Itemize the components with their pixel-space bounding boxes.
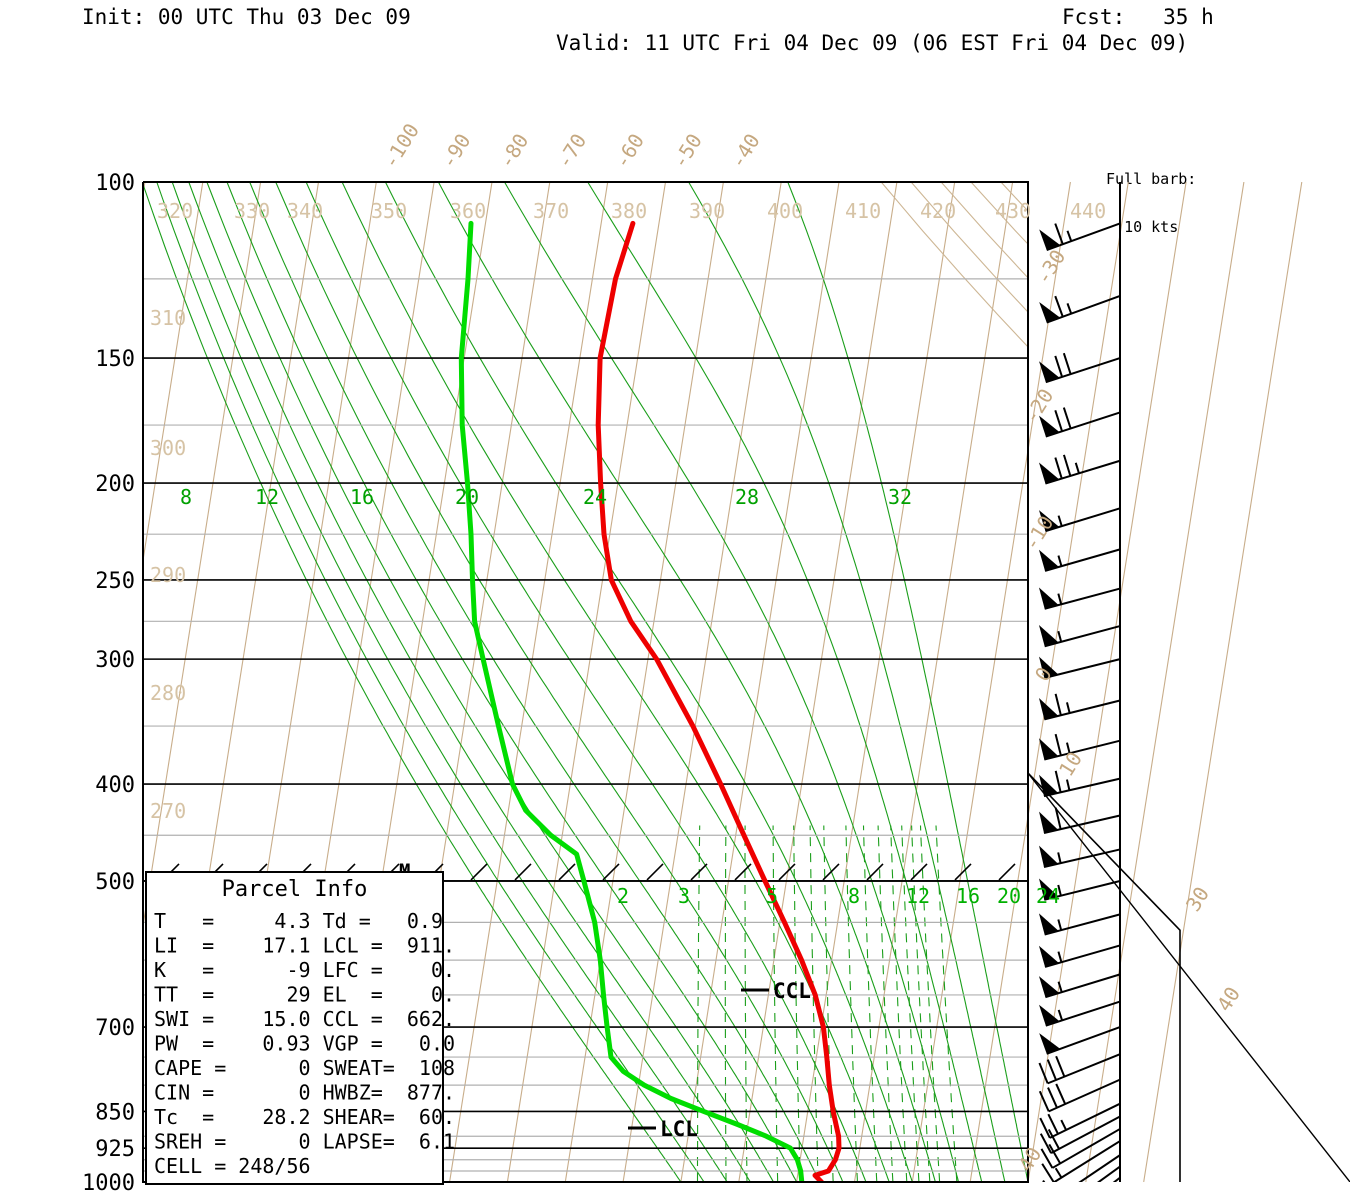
dry-adiabat-label-310: 310 xyxy=(150,306,186,330)
level-markers: CCL LCL xyxy=(628,979,811,1141)
wind-barb-legend: Full barb: 10 kts xyxy=(1106,139,1196,251)
dry-adiabat-label-390: 390 xyxy=(689,199,725,223)
moist-adiabat-label-16: 16 xyxy=(350,485,374,509)
mixing-ratio-label-8: 8 xyxy=(848,884,860,908)
dry-adiabat-label-320: 320 xyxy=(157,199,193,223)
isotherm-label-r-20: -20 xyxy=(1019,384,1058,427)
isotherm-label-r-30: -30 xyxy=(1031,245,1070,288)
dewpoint-curve xyxy=(458,220,805,1182)
pressure-tick-300: 300 xyxy=(95,648,135,673)
moist-adiabat-label-32: 32 xyxy=(888,485,912,509)
pressure-tick-100: 100 xyxy=(95,171,135,196)
barb-legend-line1: Full barb: xyxy=(1106,170,1197,188)
dry-adiabat-label-340: 340 xyxy=(287,199,323,223)
barb-legend-line2: 10 kts xyxy=(1124,218,1179,236)
isotherm-label-r30: 30 xyxy=(1181,882,1214,915)
plot-frame xyxy=(142,181,1350,1183)
dry-adiabat-label-370: 370 xyxy=(533,199,569,223)
wind-barb-column xyxy=(1038,182,1121,1182)
mixing-ratio-label-3: 3 xyxy=(678,884,690,908)
init-time-label: Init: 00 UTC Thu 03 Dec 09 xyxy=(82,5,411,29)
parcel-info-row: T = 4.3 Td = 0.9 xyxy=(154,909,443,933)
isotherm-label-r40: 40 xyxy=(1212,982,1245,1015)
mixing-ratio-label-12: 12 xyxy=(906,884,930,908)
parcel-info-row: SREH = 0 LAPSE= 6.1 xyxy=(154,1130,455,1154)
pressure-tick-500: 500 xyxy=(95,870,135,895)
dry-adiabat-label-330: 330 xyxy=(234,199,270,223)
isotherm-label--80: -80 xyxy=(494,129,533,172)
parcel-info-row: CELL = 248/56 xyxy=(154,1154,311,1178)
mixing-ratio-label-2: 2 xyxy=(617,884,629,908)
parcel-info-row: K = -9 LFC = 0. xyxy=(154,958,455,982)
mixing-ratio-label-20: 20 xyxy=(997,884,1021,908)
melting-level-label: M xyxy=(399,860,410,882)
pressure-tick-1000: 1000 xyxy=(82,1171,135,1196)
forecast-hour-label: Fcst: 35 h xyxy=(1062,5,1214,29)
parcel-info-frame xyxy=(145,871,444,1185)
dry-adiabat-label-380: 380 xyxy=(611,199,647,223)
moist-adiabat-label-20: 20 xyxy=(455,485,479,509)
parcel-info-row: CAPE = 0 SWEAT= 108 xyxy=(154,1056,455,1080)
outer-isotherm-lines xyxy=(1028,182,1303,1182)
parcel-info-row: TT = 29 EL = 0. xyxy=(154,983,455,1007)
temperature-curve xyxy=(595,220,842,1182)
pressure-tick-400: 400 xyxy=(95,773,135,798)
pressure-tick-925: 925 xyxy=(95,1137,135,1162)
pressure-tick-700: 700 xyxy=(95,1016,135,1041)
parcel-info-row: CIN = 0 HWBZ= 877. xyxy=(154,1081,455,1105)
moist-adiabat-label-24: 24 xyxy=(583,485,607,509)
parcel-info-row: SWI = 15.0 CCL = 662. xyxy=(154,1007,455,1031)
dry-adiabat-label-360: 360 xyxy=(450,199,486,223)
sounding-curves xyxy=(458,220,842,1182)
parcel-info-row: PW = 0.93 VGP = 0.0 xyxy=(154,1032,455,1056)
isotherm-lines xyxy=(143,182,1028,1182)
pressure-tick-850: 850 xyxy=(95,1100,135,1125)
pressure-tick-250: 250 xyxy=(95,569,135,594)
dry-adiabat-label-290: 290 xyxy=(150,563,186,587)
dry-adiabat-lines xyxy=(880,182,1028,348)
ccl-label: CCL xyxy=(773,979,811,1003)
isotherm-label-r-10: -10 xyxy=(1019,511,1058,554)
mixing-ratio-label-5: 5 xyxy=(766,884,778,908)
dry-adiabat-label-400: 400 xyxy=(767,199,803,223)
isotherm-label--40: -40 xyxy=(725,129,764,172)
pressure-tick-150: 150 xyxy=(95,347,135,372)
valid-time-label: Valid: 11 UTC Fri 04 Dec 09 (06 EST Fri … xyxy=(556,31,1189,55)
isotherm-label--100: -100 xyxy=(378,119,424,173)
dry-adiabat-label-440: 440 xyxy=(1070,199,1106,223)
dry-adiabat-label-430: 430 xyxy=(995,199,1031,223)
dry-adiabat-label-420: 420 xyxy=(920,199,956,223)
pressure-tick-200: 200 xyxy=(95,472,135,497)
pressure-axis-labels: 100 150 200 250 300 400 500 700 850 925 1000 xyxy=(82,171,135,1196)
isotherm-label--90: -90 xyxy=(436,129,475,172)
isotherm-label-r10: 10 xyxy=(1054,747,1087,780)
mixing-ratio-label-24: 24 xyxy=(1036,884,1060,908)
isotherm-label--70: -70 xyxy=(552,129,591,172)
moist-adiabat-label-12: 12 xyxy=(255,485,279,509)
moist-adiabat-label-8: 8 xyxy=(180,485,192,509)
parcel-info-box: Parcel Info T = 4.3 Td = 0.9LI = 17.1 LCL… xyxy=(145,871,455,1185)
mixing-ratio-label-16: 16 xyxy=(956,884,980,908)
dry-adiabat-label-350: 350 xyxy=(371,199,407,223)
dry-adiabat-label-270: 270 xyxy=(150,799,186,823)
moist-adiabat-label-28: 28 xyxy=(735,485,759,509)
lcl-label: LCL xyxy=(660,1117,698,1141)
dry-adiabat-label-280: 280 xyxy=(150,681,186,705)
parcel-info-row: LI = 17.1 LCL = 911. xyxy=(154,934,455,958)
isotherm-label--50: -50 xyxy=(667,129,706,172)
isotherm-label--60: -60 xyxy=(610,129,649,172)
dry-adiabat-label-300: 300 xyxy=(150,436,186,460)
parcel-info-row: Tc = 28.2 SHEAR= 60. xyxy=(154,1105,455,1129)
dry-adiabat-label-410: 410 xyxy=(845,199,881,223)
parcel-info-title: Parcel Info xyxy=(222,877,368,902)
